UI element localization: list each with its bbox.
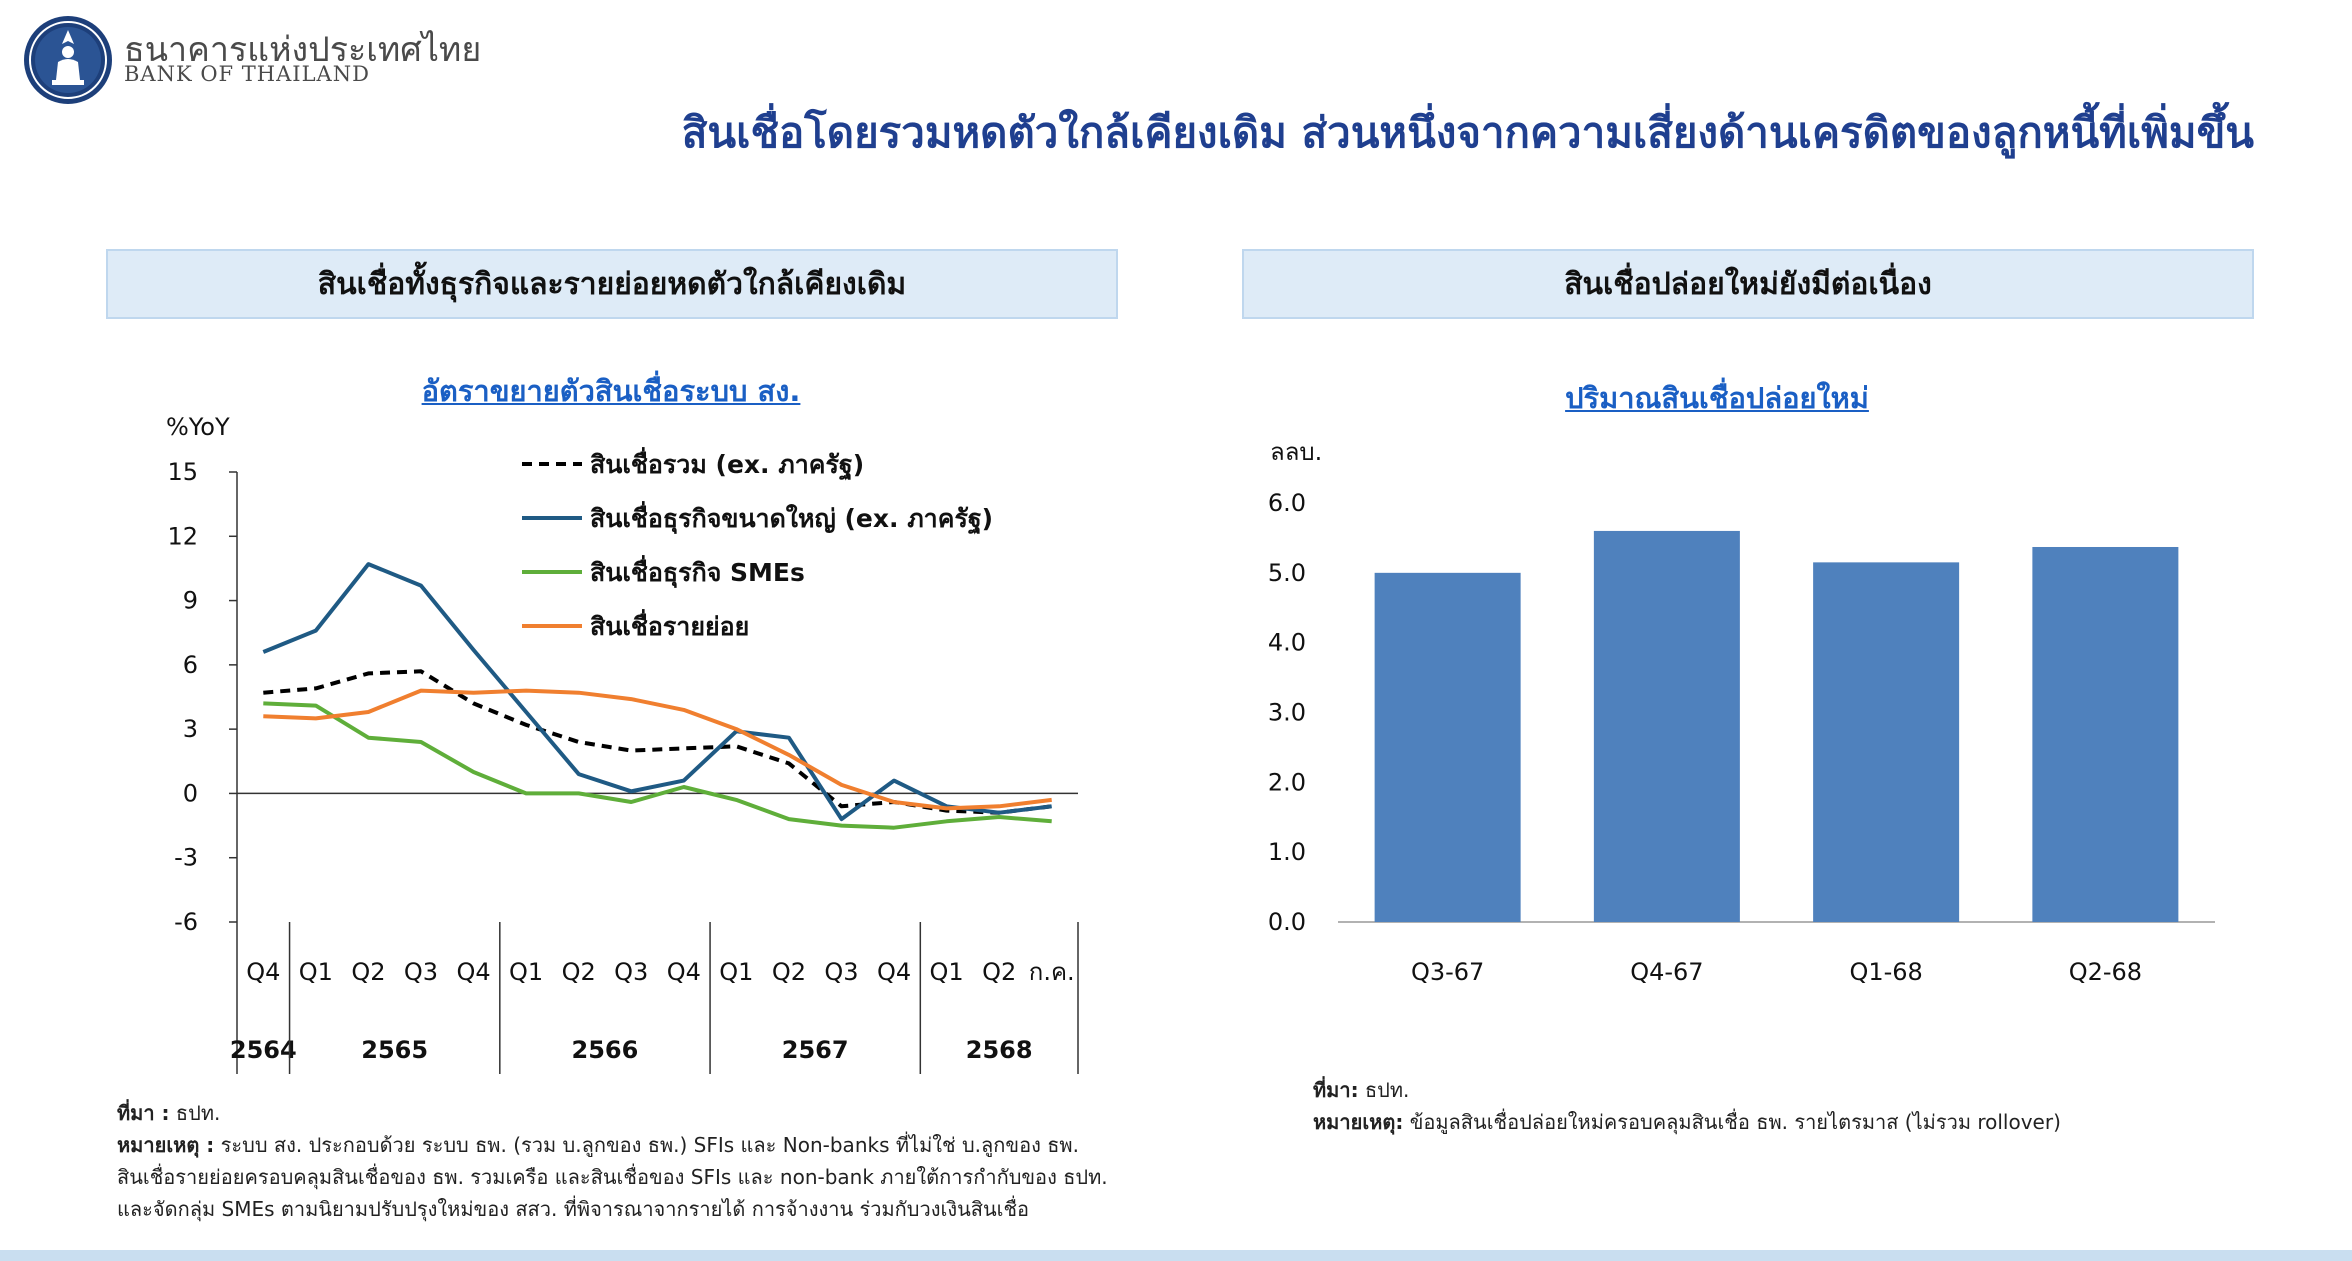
bar-4 [2032, 546, 2179, 922]
bar-chart-title: ปริมาณสินเชื่อปล่อยใหม่ [1565, 381, 1869, 415]
bar-1 [1374, 572, 1521, 922]
y-tick-label: 12 [167, 522, 198, 550]
y-tick-label: 0.0 [1268, 908, 1306, 936]
legend-label-1: สินเชื่อรวม (ex. ภาครัฐ) [590, 447, 864, 481]
y-tick-label: 5.0 [1268, 559, 1306, 587]
legend-label-3: สินเชื่อธุรกิจ SMEs [590, 555, 805, 589]
year-label: 2564 [230, 1036, 297, 1064]
y-tick-label: 4.0 [1268, 629, 1306, 657]
x-tick-label: Q4 [667, 958, 701, 986]
x-tick-label: Q3 [824, 958, 858, 986]
remark-label: หมายเหตุ : [117, 1133, 215, 1157]
source-label: ที่มา: [1313, 1078, 1359, 1102]
x-tick-label: Q1 [719, 958, 753, 986]
x-tick-label: Q1 [299, 958, 333, 986]
year-label: 2566 [572, 1036, 639, 1064]
right-panel-heading-text: สินเชื่อปล่อยใหม่ยังมีต่อเนื่อง [1564, 266, 1932, 302]
org-name-thai: ธนาคารแห่งประเทศไทย [124, 30, 482, 70]
y-tick-label: 15 [167, 458, 198, 486]
y-axis-label: ลลบ. [1270, 438, 1322, 466]
y-tick-label: 1.0 [1268, 838, 1306, 866]
x-tick-label: Q2-68 [2069, 958, 2142, 986]
right-panel-heading: สินเชื่อปล่อยใหม่ยังมีต่อเนื่อง [1242, 249, 2254, 319]
source-text: ธปท. [175, 1101, 221, 1125]
y-tick-label: 6 [183, 651, 198, 679]
bank-logo [22, 14, 114, 106]
x-tick-label: Q4-67 [1630, 958, 1703, 986]
year-label: 2565 [361, 1036, 428, 1064]
x-tick-label: Q2 [982, 958, 1016, 986]
left-panel-heading-text: สินเชื่อทั้งธุรกิจและรายย่อยหดตัวใกล้เคี… [317, 266, 907, 302]
left-remark-line3: และจัดกลุ่ม SMEs ตามนิยามปรับปรุงใหม่ของ… [117, 1197, 1030, 1221]
right-remark-line: หมายเหตุ: ข้อมูลสินเชื่อปล่อยใหม่ครอบคลุ… [1313, 1106, 2061, 1138]
right-source-line: ที่มา: ธปท. [1313, 1074, 2061, 1106]
x-tick-label: ก.ค. [1029, 958, 1075, 986]
x-tick-label: Q4 [456, 958, 490, 986]
x-tick-label: Q1 [930, 958, 964, 986]
left-remark-line1: หมายเหตุ : ระบบ สง. ประกอบด้วย ระบบ ธพ. … [117, 1129, 1108, 1161]
x-tick-label: Q3 [614, 958, 648, 986]
series-line-2 [262, 562, 1052, 822]
year-label: 2568 [966, 1036, 1033, 1064]
y-tick-label: 9 [183, 587, 198, 615]
page-title: สินเชื่อโดยรวมหดตัวใกล้เคียงเดิม ส่วนหนึ… [681, 108, 2254, 157]
bar-3 [1813, 562, 1960, 922]
y-axis-label: %YoY [166, 413, 230, 441]
org-name-english: BANK OF THAILAND [124, 62, 370, 86]
series-line-1 [263, 669, 1052, 815]
source-text: ธปท. [1364, 1078, 1410, 1102]
legend-label-4: สินเชื่อรายย่อย [590, 609, 749, 641]
remark-label: หมายเหตุ: [1313, 1110, 1404, 1134]
x-tick-label: Q4 [877, 958, 911, 986]
y-tick-label: -3 [174, 844, 198, 872]
y-tick-label: 6.0 [1268, 489, 1306, 517]
y-tick-label: 2.0 [1268, 768, 1306, 796]
x-tick-label: Q3-67 [1411, 958, 1484, 986]
x-tick-label: Q3 [404, 958, 438, 986]
remark-text: ข้อมูลสินเชื่อปล่อยใหม่ครอบคลุมสินเชื่อ … [1409, 1110, 2061, 1134]
x-tick-label: Q1-68 [1849, 958, 1922, 986]
line-chart-title: อัตราขยายตัวสินเชื่อระบบ สง. [421, 374, 801, 408]
x-tick-label: Q2 [351, 958, 385, 986]
y-tick-label: 0 [183, 779, 198, 807]
right-notes: ที่มา: ธปท. หมายเหตุ: ข้อมูลสินเชื่อปล่อ… [1313, 1074, 2061, 1138]
series-line-4 [263, 688, 1052, 811]
legend-label-2: สินเชื่อธุรกิจขนาดใหญ่ (ex. ภาครัฐ) [590, 501, 993, 535]
remark-text-1: ระบบ สง. ประกอบด้วย ระบบ ธพ. (รวม บ.ลูกข… [220, 1133, 1079, 1157]
source-label: ที่มา : [117, 1101, 170, 1125]
left-source-line: ที่มา : ธปท. [117, 1097, 1108, 1129]
y-tick-label: 3.0 [1268, 699, 1306, 727]
x-tick-label: Q2 [562, 958, 596, 986]
left-notes: ที่มา : ธปท. หมายเหตุ : ระบบ สง. ประกอบด… [117, 1097, 1108, 1225]
left-remark-line2: สินเชื่อรายย่อยครอบคลุมสินเชื่อของ ธพ. ร… [117, 1165, 1108, 1189]
x-tick-label: Q1 [509, 958, 543, 986]
year-label: 2567 [782, 1036, 849, 1064]
left-panel-heading: สินเชื่อทั้งธุรกิจและรายย่อยหดตัวใกล้เคี… [106, 249, 1118, 319]
x-tick-label: Q4 [246, 958, 280, 986]
bar-2 [1593, 530, 1740, 922]
x-tick-label: Q2 [772, 958, 806, 986]
y-tick-label: -6 [174, 908, 198, 936]
y-tick-label: 3 [183, 715, 198, 743]
bottom-bar [0, 1250, 2352, 1261]
series-line-3 [263, 701, 1052, 830]
